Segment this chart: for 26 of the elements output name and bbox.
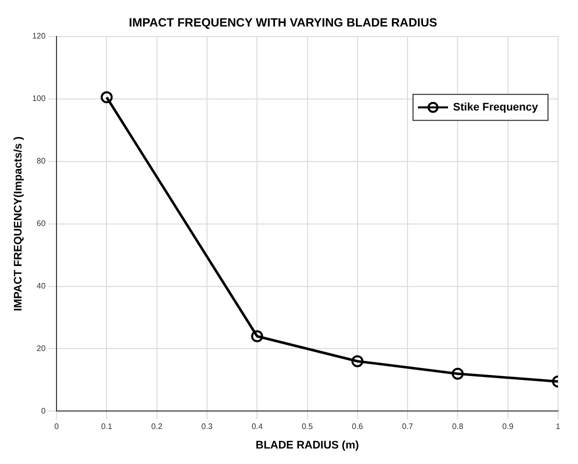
y-tick-label: 100 [32, 94, 46, 104]
point [452, 368, 464, 380]
x-tick-label: 0.2 [151, 422, 163, 432]
point [100, 91, 113, 104]
x-tick-label: 0.7 [402, 422, 414, 432]
x-tick-label: 0.3 [201, 422, 214, 432]
y-tick-label: 0 [41, 406, 46, 416]
x-axis-title: BLADE RADIUS (m) [256, 439, 360, 452]
x-tick-label: 0.1 [101, 422, 113, 432]
x-tick-label: 0.5 [302, 422, 314, 432]
x-tick-label: 0.4 [252, 422, 264, 432]
legend-label: Stike Frequency [453, 101, 539, 114]
chart-title: IMPACT FREQUENCY WITH VARYING BLADE RADIUS [128, 16, 438, 30]
y-tick-label: 80 [36, 156, 46, 166]
x-tick-label: 0.9 [502, 422, 514, 432]
point [251, 330, 264, 342]
y-tick-label: 40 [36, 281, 46, 290]
x-tick-label: 1 [556, 422, 561, 432]
x-tick-label: 0.8 [452, 422, 464, 432]
point [351, 355, 364, 368]
y-tick-label: 120 [32, 32, 46, 41]
y-tick-label: 20 [36, 344, 46, 353]
x-tick-label: 0 [54, 422, 60, 432]
y-tick-label: 60 [36, 219, 46, 228]
y-axis-title: IMPACT FREQUENCY(Impacts/s ) [12, 136, 25, 312]
x-tick-label: 0.6 [352, 422, 364, 432]
